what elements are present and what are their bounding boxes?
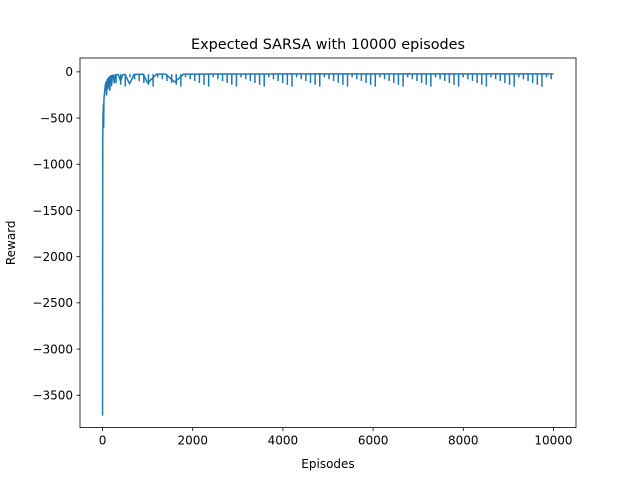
y-tick-label: −3000 (32, 342, 73, 356)
y-tick-label: −3500 (32, 389, 73, 403)
chart-title: Expected SARSA with 10000 episodes (191, 37, 465, 53)
x-tick-label: 4000 (268, 434, 299, 448)
x-tick-label: 10000 (534, 434, 572, 448)
y-tick-label: −1000 (32, 158, 73, 172)
plot-data (101, 73, 554, 416)
y-tick-label: −2000 (32, 250, 73, 264)
series-line (101, 73, 554, 416)
y-tick-label: −2500 (32, 296, 73, 310)
y-axis: 0 −500 −1000 −1500 −2000 −2500 −3000 −3500 (32, 65, 80, 403)
x-tick-label: 2000 (177, 434, 208, 448)
y-axis-label: Reward (4, 220, 18, 265)
y-tick-label: −500 (40, 111, 73, 125)
x-tick-label: 6000 (358, 434, 389, 448)
x-axis: 0 2000 4000 6000 8000 10000 (99, 427, 573, 448)
y-tick-label: −1500 (32, 204, 73, 218)
x-axis-label: Episodes (301, 457, 354, 471)
x-tick-label: 8000 (448, 434, 479, 448)
x-tick-label: 0 (99, 434, 107, 448)
y-tick-label: 0 (65, 65, 73, 79)
plot-frame (79, 57, 577, 429)
